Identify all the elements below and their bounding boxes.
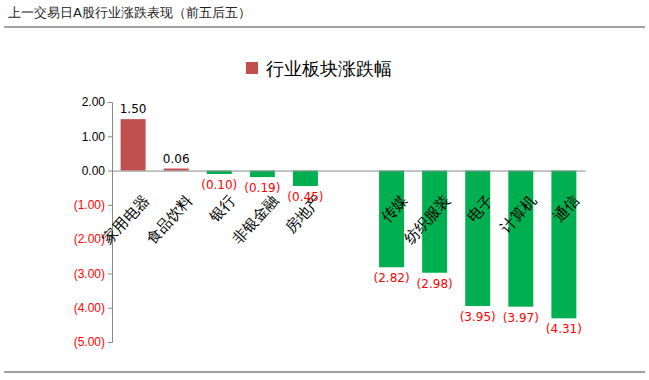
y-tick-label: (4.00) [74,301,105,315]
bar [164,169,189,171]
x-tick: 通信 [550,191,583,225]
data-label: (3.97) [503,311,539,325]
x-axis-line [113,171,586,172]
footer-rule [4,372,645,373]
data-label: (0.45) [287,190,323,204]
x-tick: 电子 [464,191,497,225]
legend-swatch [246,62,258,74]
data-label: (2.82) [374,271,410,285]
x-tick: 食品饮料 [142,191,195,247]
title: 上一交易日A股行业涨跌表现（前五后五） [8,5,251,20]
chart: 上一交易日A股行业涨跌表现（前五后五） 2.00 1.00 0.00 (1.00) (2.… [0,0,649,380]
data-labels: 1.50 0.06 (0.10) (0.19) (0.45) (2.82) (2.98) (3… [120,102,582,336]
x-tick: 传媒 [378,191,411,225]
data-label: 1.50 [120,102,147,116]
y-tick-mark [108,171,112,172]
x-tick-label: 纺织服装 [401,191,454,247]
bar [121,119,146,170]
bar [465,171,490,306]
y-tick: (5.00) [74,335,112,349]
x-tick-label: 非银金融 [228,191,281,247]
bar [551,171,576,319]
legend-label: 行业板块涨跌幅 [266,58,392,79]
x-tick-label: 通信 [550,191,583,225]
x-tick-label: 家用电器 [99,191,152,247]
x-tick-label: 传媒 [378,191,411,225]
y-tick-mark [108,273,112,274]
header-rule [4,27,645,28]
y-tick: 0.00 [82,164,112,178]
x-tick: 计算机 [497,191,540,236]
x-tick: 家用电器 [99,191,152,247]
y-tick: (1.00) [74,198,112,212]
y-axis: 2.001.000.00(1.00)(2.00)(3.00)(4.00)(5.0… [74,95,113,349]
y-tick-label: 2.00 [82,95,106,109]
bar [508,171,533,307]
x-tick: 银行 [205,191,238,225]
x-tick-label: 食品饮料 [142,191,195,247]
y-tick-label: 0.00 [82,164,106,178]
y-tick-mark [108,342,112,343]
data-label: (3.95) [460,310,496,324]
data-label: (0.10) [201,178,237,192]
y-tick: (3.00) [74,267,112,281]
y-tick-mark [108,102,112,103]
y-tick-label: (1.00) [74,198,105,212]
x-tick: 非银金融 [228,191,281,247]
data-label: (4.31) [546,322,582,336]
x-tick-label: 计算机 [497,191,540,236]
y-tick-mark [108,136,112,137]
x-tick-label: 银行 [205,191,238,225]
bars [121,119,577,318]
y-tick-label: (3.00) [74,267,105,281]
data-label: (0.19) [244,181,280,195]
y-tick-mark [108,308,112,309]
y-tick: (4.00) [74,301,112,315]
data-label: (2.98) [417,277,453,291]
bar [293,171,318,186]
y-tick-mark [108,205,112,206]
x-axis: 家用电器食品饮料银行非银金融房地产传媒纺织服装电子计算机通信 [99,171,585,247]
data-label: 0.06 [163,152,190,166]
legend: 行业板块涨跌幅 [246,58,392,79]
x-tick: 纺织服装 [401,191,454,247]
y-tick: 1.00 [82,130,112,144]
x-tick-label: 电子 [464,191,497,225]
y-tick: 2.00 [82,95,112,109]
y-tick-label: (5.00) [74,335,105,349]
y-tick-label: 1.00 [82,130,106,144]
